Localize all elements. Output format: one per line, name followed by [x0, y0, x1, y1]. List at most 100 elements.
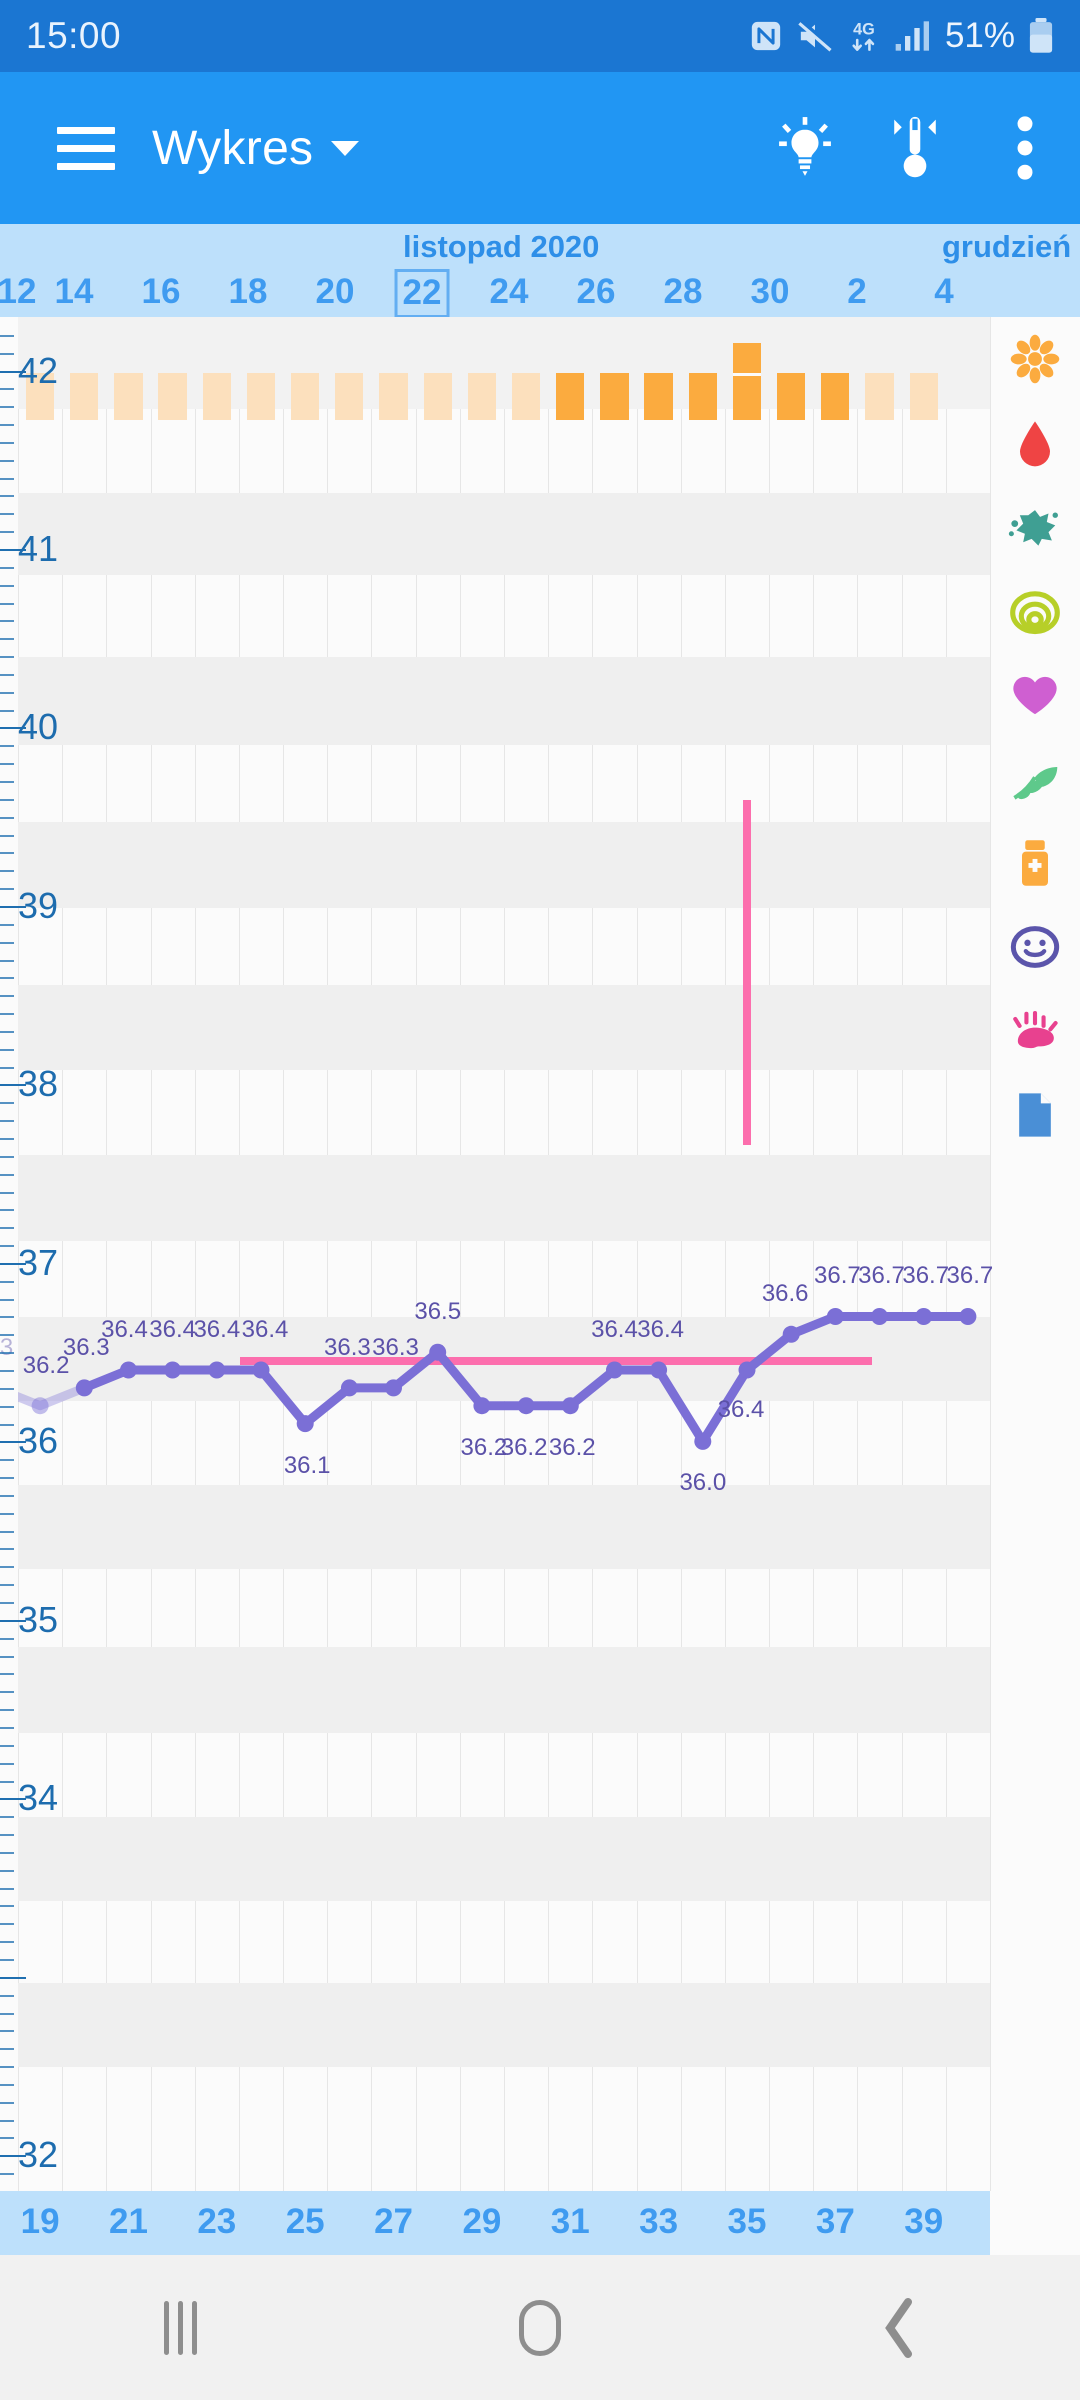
coverline-horizontal-marker[interactable]	[240, 1357, 872, 1366]
indicator-bar[interactable]	[158, 373, 187, 420]
overflow-menu-button[interactable]	[970, 72, 1080, 224]
temperature-point[interactable]	[782, 1325, 800, 1343]
status-clock: 15:00	[26, 15, 122, 56]
indicator-bar[interactable]	[114, 373, 143, 420]
temperature-point[interactable]	[252, 1361, 270, 1379]
recents-button[interactable]	[0, 2300, 360, 2355]
indicator-bar[interactable]	[777, 373, 806, 420]
ovulation-vertical-marker[interactable]	[743, 800, 751, 1145]
day-label[interactable]: 26	[576, 272, 616, 311]
temperature-point[interactable]	[650, 1361, 668, 1379]
cycle-day-label[interactable]: 33	[639, 2202, 679, 2241]
day-label[interactable]: 14	[54, 272, 94, 311]
indicator-bar[interactable]	[821, 373, 850, 420]
rail-item-mood-smiley[interactable]	[990, 907, 1080, 991]
day-label[interactable]: 12	[0, 272, 37, 311]
indicator-bar[interactable]	[70, 373, 99, 420]
temperature-point[interactable]	[606, 1361, 623, 1379]
temperature-point[interactable]	[473, 1397, 491, 1415]
cycle-day-label[interactable]: 39	[904, 2202, 944, 2241]
y-axis-label: 39	[18, 884, 59, 926]
cycle-day-label[interactable]: 25	[285, 2202, 325, 2241]
temperature-point[interactable]	[208, 1361, 226, 1379]
temperature-point[interactable]	[915, 1308, 933, 1325]
rail-item-blood-drop[interactable]	[990, 403, 1080, 487]
temperature-point[interactable]	[561, 1397, 579, 1415]
y-axis-tick	[0, 1691, 14, 1694]
temperature-point[interactable]	[296, 1415, 314, 1433]
grid-band	[18, 1983, 990, 2067]
rail-item-mucus-splash[interactable]	[990, 487, 1080, 571]
cycle-day-label[interactable]: 27	[374, 2202, 413, 2241]
temperature-point[interactable]	[826, 1308, 844, 1325]
indicator-bar[interactable]	[423, 373, 452, 420]
day-label[interactable]: 16	[141, 272, 181, 311]
chart-canvas[interactable]: 36.336.236.336.436.436.436.436.136.336.3…	[0, 317, 1080, 2191]
indicator-bar[interactable]	[644, 373, 673, 420]
indicator-bar[interactable]	[335, 373, 364, 420]
cycle-day-label[interactable]: 29	[462, 2202, 502, 2241]
temperature-point[interactable]	[75, 1379, 93, 1397]
cycle-day-label[interactable]: 37	[815, 2202, 855, 2241]
temperature-point[interactable]	[738, 1361, 756, 1379]
temperature-point[interactable]	[871, 1308, 888, 1325]
day-label[interactable]: 2	[847, 272, 867, 311]
indicator-bar[interactable]	[379, 373, 408, 420]
indicator-bar[interactable]	[291, 373, 320, 420]
lightbulb-button[interactable]	[750, 72, 860, 224]
rail-item-flower[interactable]	[990, 319, 1080, 403]
temperature-point[interactable]	[694, 1432, 712, 1450]
hamburger-menu-icon[interactable]	[34, 126, 138, 170]
cycle-day-label[interactable]: 19	[20, 2202, 60, 2241]
indicator-bar[interactable]	[732, 343, 762, 420]
plot-area[interactable]: 36.336.236.336.436.436.436.436.136.336.3…	[0, 317, 993, 2191]
day-label[interactable]: 18	[228, 272, 268, 311]
rail-item-cervix-spiral[interactable]	[990, 571, 1080, 655]
temperature-point[interactable]	[429, 1343, 447, 1361]
indicator-bar[interactable]	[865, 373, 894, 420]
indicator-bar[interactable]	[688, 373, 717, 420]
y-axis-tick	[0, 370, 26, 373]
temperature-point[interactable]	[31, 1397, 49, 1415]
cycle-day-label[interactable]: 23	[197, 2202, 237, 2241]
back-button[interactable]	[720, 2297, 1080, 2358]
indicator-bar[interactable]	[467, 373, 497, 420]
rail-item-heart[interactable]	[990, 655, 1080, 739]
cycle-day-label[interactable]: 31	[550, 2202, 590, 2241]
temperature-point-label: 36.4	[241, 1316, 289, 1343]
cycle-day-axis[interactable]: 19 21 23 25 27 29 31 33 35 37 39	[0, 2191, 1080, 2255]
rail-item-leaf[interactable]	[990, 739, 1080, 823]
indicator-bar[interactable]	[556, 373, 585, 420]
temperature-point[interactable]	[517, 1397, 535, 1415]
temperature-point[interactable]	[164, 1361, 182, 1379]
indicator-bar[interactable]	[246, 373, 276, 420]
rail-item-pill-bottle[interactable]	[990, 823, 1080, 907]
day-label[interactable]: 24	[489, 272, 529, 311]
day-label[interactable]: 28	[663, 272, 703, 311]
day-label-selected[interactable]: 22	[394, 269, 450, 318]
temperature-point[interactable]	[385, 1379, 402, 1397]
thermometer-button[interactable]	[860, 72, 970, 224]
rail-item-note-document[interactable]	[990, 1075, 1080, 1159]
temperature-point[interactable]	[120, 1361, 137, 1379]
temperature-point[interactable]	[340, 1379, 358, 1397]
temperature-point[interactable]	[959, 1308, 977, 1325]
grid-line-vertical	[194, 317, 196, 2191]
day-label[interactable]: 30	[750, 272, 790, 311]
chevron-down-icon[interactable]	[331, 140, 360, 156]
category-icon-rail[interactable]	[990, 317, 1080, 1160]
indicator-bar[interactable]	[25, 373, 55, 420]
y-axis-tick	[0, 870, 14, 873]
cycle-day-label[interactable]: 21	[108, 2202, 148, 2241]
indicator-bar[interactable]	[600, 373, 629, 420]
rail-item-pain-cramp[interactable]	[990, 991, 1080, 1075]
y-axis: 42 41 40 39 38 37 36 35 34 32	[0, 317, 60, 2191]
day-label[interactable]: 20	[315, 272, 355, 311]
day-label[interactable]: 4	[934, 272, 954, 311]
cycle-day-label[interactable]: 35	[727, 2202, 767, 2241]
home-button[interactable]	[360, 2299, 720, 2356]
indicator-bar[interactable]	[511, 373, 541, 420]
indicator-bar[interactable]	[202, 373, 231, 420]
indicator-bar[interactable]	[909, 373, 938, 420]
